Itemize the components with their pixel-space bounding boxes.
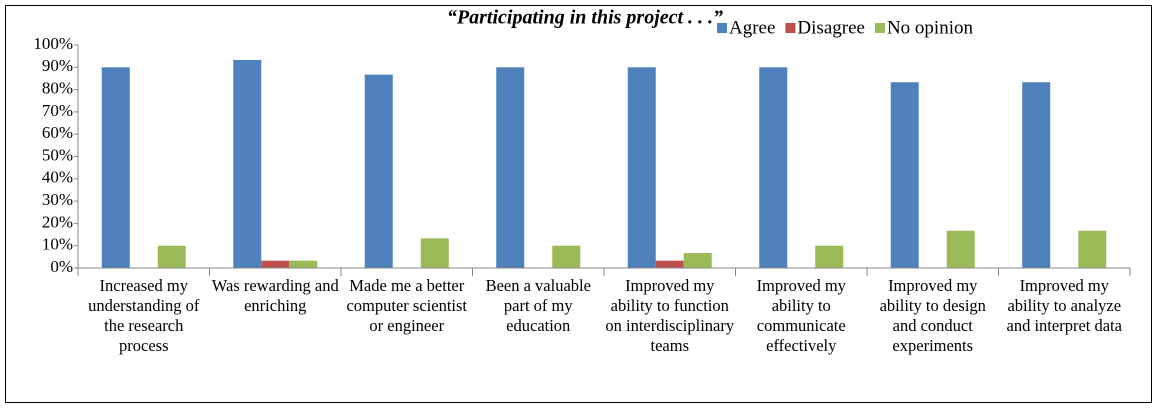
bar [759, 67, 788, 268]
x-tick-label: Been a valuable part of my education [485, 276, 591, 335]
bar [289, 260, 318, 268]
x-tick-label: Improved my ability to function on inter… [605, 276, 735, 355]
bar [420, 238, 449, 268]
bar [101, 67, 130, 268]
bar [496, 67, 525, 268]
y-tick-label: 20% [42, 212, 73, 231]
bar [1022, 82, 1051, 268]
y-tick-label: 40% [42, 168, 73, 187]
bar [157, 245, 186, 268]
x-tick-label: Improved my ability to communicate effec… [756, 276, 846, 355]
bar [233, 59, 262, 268]
chart-border [5, 5, 1152, 403]
bar [261, 260, 290, 268]
legend-swatch [785, 23, 796, 33]
bar [946, 230, 975, 268]
bar [627, 67, 656, 268]
y-tick-label: 70% [42, 101, 73, 120]
legend-label: Disagree [797, 17, 865, 38]
bar [364, 74, 393, 268]
legend-swatch [874, 23, 885, 33]
legend-label: No opinion [887, 17, 974, 38]
x-tick-label: Improved my ability to design and conduc… [879, 276, 986, 355]
bar [655, 260, 684, 268]
y-tick-label: 80% [42, 79, 73, 98]
y-tick-label: 30% [42, 190, 73, 209]
x-tick-label: Made me a better computer scientist or e… [346, 276, 467, 335]
bar [1078, 230, 1107, 268]
x-tick-label: Increased my understanding of the resear… [88, 276, 200, 355]
y-tick-label: 90% [42, 56, 73, 75]
y-tick-label: 60% [42, 123, 73, 142]
chart-title: “Participating in this project . . .” [447, 7, 723, 29]
x-tick-label: Was rewarding and enriching [211, 276, 339, 315]
bar [890, 82, 919, 268]
x-tick-label: Improved my ability to analyze and inter… [1006, 276, 1122, 335]
y-tick-label: 100% [33, 34, 73, 53]
bar [552, 245, 581, 268]
bar [683, 253, 712, 268]
y-tick-label: 0% [50, 257, 73, 276]
legend-label: Agree [729, 17, 775, 38]
bar [815, 245, 844, 268]
legend-swatch [717, 23, 727, 33]
y-tick-label: 10% [42, 235, 73, 254]
y-tick-label: 50% [42, 145, 73, 164]
